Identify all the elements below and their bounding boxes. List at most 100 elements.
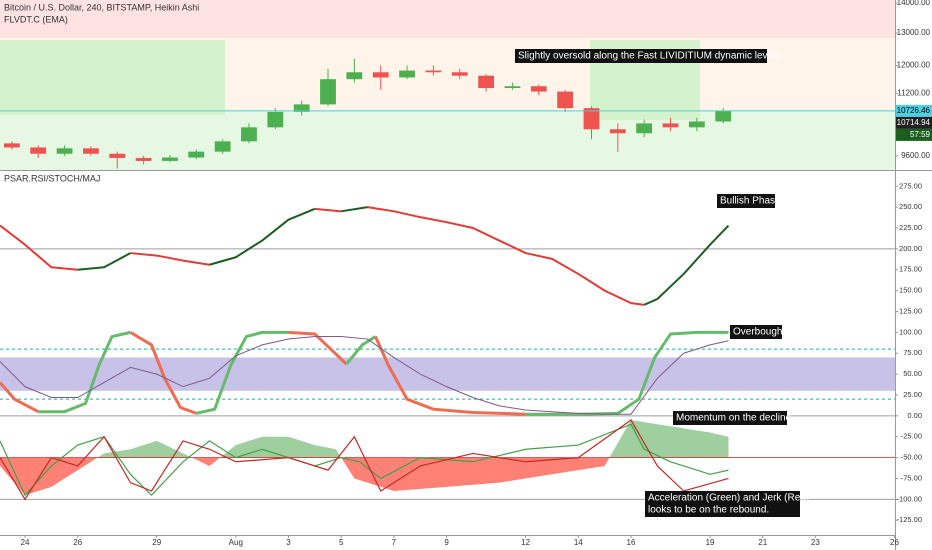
candle-body [267, 111, 284, 128]
x-tick-label: 19 [706, 538, 715, 547]
x-tick-label: 9 [444, 538, 449, 547]
x-tick-label: 16 [627, 538, 636, 547]
candle-body [320, 79, 336, 105]
candle-body [82, 148, 99, 154]
line-segment [288, 330, 348, 366]
candle-body [478, 75, 495, 89]
line-segment [38, 330, 131, 414]
green-zone [0, 40, 225, 115]
candle-body [30, 147, 47, 154]
candle-body [399, 70, 415, 78]
candles [3, 58, 732, 169]
candle-body [662, 123, 679, 128]
x-tick-label: 3 [286, 538, 291, 547]
candle-body [162, 157, 178, 161]
y-tick-label: 100.00 [899, 327, 922, 336]
line-segment [643, 224, 730, 306]
line [0, 423, 729, 497]
area-up [0, 420, 729, 458]
y-tick-label: 250.00 [899, 202, 922, 211]
y-tick-label: 0.00 [907, 411, 922, 420]
line-segment [130, 252, 210, 266]
price-tag [896, 104, 932, 117]
x-tick-label: Aug [229, 538, 243, 547]
y-tick-label: 9600.00 [901, 151, 930, 160]
countdown-label: 57:59 [910, 130, 931, 139]
x-tick-label: 23 [811, 538, 820, 547]
candle-body [451, 72, 468, 76]
y-tick-label: 25.00 [903, 390, 922, 399]
annotation: Slightly oversold along the Fast LIVIDIT… [518, 51, 783, 62]
y-tick-label: 200.00 [899, 244, 922, 253]
candle-body [425, 70, 442, 73]
candle-body [609, 129, 626, 134]
candle-body [583, 108, 600, 130]
price-tag-label: 10726.46 [897, 106, 931, 115]
annotation: Acceleration (Green) and Jerk (Red) [648, 493, 809, 504]
annotation-box [645, 491, 800, 517]
price-tag-label: 10714.94 [897, 118, 931, 127]
y-tick-label: 12000.00 [897, 61, 931, 70]
upper-zone [0, 0, 895, 38]
chart-title: Bitcoin / U.S. Dollar, 240, BITSTAMP, He… [4, 2, 199, 12]
candle-body [56, 148, 73, 154]
y-tick-label: 225.00 [899, 223, 922, 232]
candle-body [3, 143, 20, 148]
y-tick-label: 75.00 [903, 348, 922, 357]
band [0, 357, 895, 391]
x-tick-label: 21 [758, 538, 767, 547]
y-tick-label: 14000.00 [897, 0, 931, 7]
line [0, 336, 729, 415]
candle-body [636, 123, 653, 134]
x-tick-label: 26 [73, 538, 82, 547]
indicator-name: FLVDT.C (EMA) [4, 14, 68, 24]
candle-body [109, 153, 126, 158]
line-segment [209, 207, 316, 266]
candle-body [557, 91, 574, 109]
candle-body [715, 110, 732, 122]
y-tick-label: 175.00 [899, 265, 922, 274]
candle-body [688, 121, 705, 128]
candle-body [372, 72, 389, 78]
line-segment [0, 224, 78, 271]
x-tick-label: 12 [521, 538, 530, 547]
y-tick-label: 11200.00 [897, 89, 930, 98]
annotation-box [730, 325, 782, 339]
line-segment [367, 206, 645, 306]
annotation-box [673, 411, 787, 425]
candle-body [346, 72, 363, 80]
y-tick-label: -125.00 [897, 515, 922, 524]
y-tick-label: 150.00 [899, 286, 922, 295]
x-tick-label: 24 [21, 538, 30, 547]
annotation: looks to be on the rebound. [648, 505, 769, 516]
candle-body [241, 127, 257, 142]
candle-body [214, 141, 231, 152]
candle-body [188, 151, 205, 158]
y-tick-label: -100.00 [897, 494, 922, 503]
line-segment [195, 330, 289, 415]
y-tick-label: -25.00 [901, 432, 922, 441]
line-segment [314, 207, 342, 213]
annotation: Momentum on the decline. [676, 413, 794, 424]
y-tick-label: 50.00 [903, 369, 922, 378]
line-segment [0, 381, 39, 414]
candle-body [135, 157, 152, 161]
x-tick-label: 29 [152, 538, 161, 547]
x-tick-label: 7 [392, 538, 397, 547]
annotation-box [717, 194, 775, 208]
candle-body [293, 104, 310, 112]
x-tick-label: 5 [339, 538, 344, 547]
line-segment [341, 206, 368, 213]
y-tick-label: 275.00 [899, 181, 922, 190]
x-tick-label: 26 [890, 538, 899, 547]
countdown-tag [896, 128, 932, 141]
annotation: Bullish Phase [720, 196, 781, 207]
line-segment [374, 335, 526, 416]
price-tag [896, 116, 932, 129]
area-down [0, 457, 729, 496]
candle-body [530, 86, 547, 92]
y-tick-label: -50.00 [901, 453, 922, 462]
x-tick-label: 14 [574, 538, 583, 547]
lower-zone [0, 110, 895, 170]
